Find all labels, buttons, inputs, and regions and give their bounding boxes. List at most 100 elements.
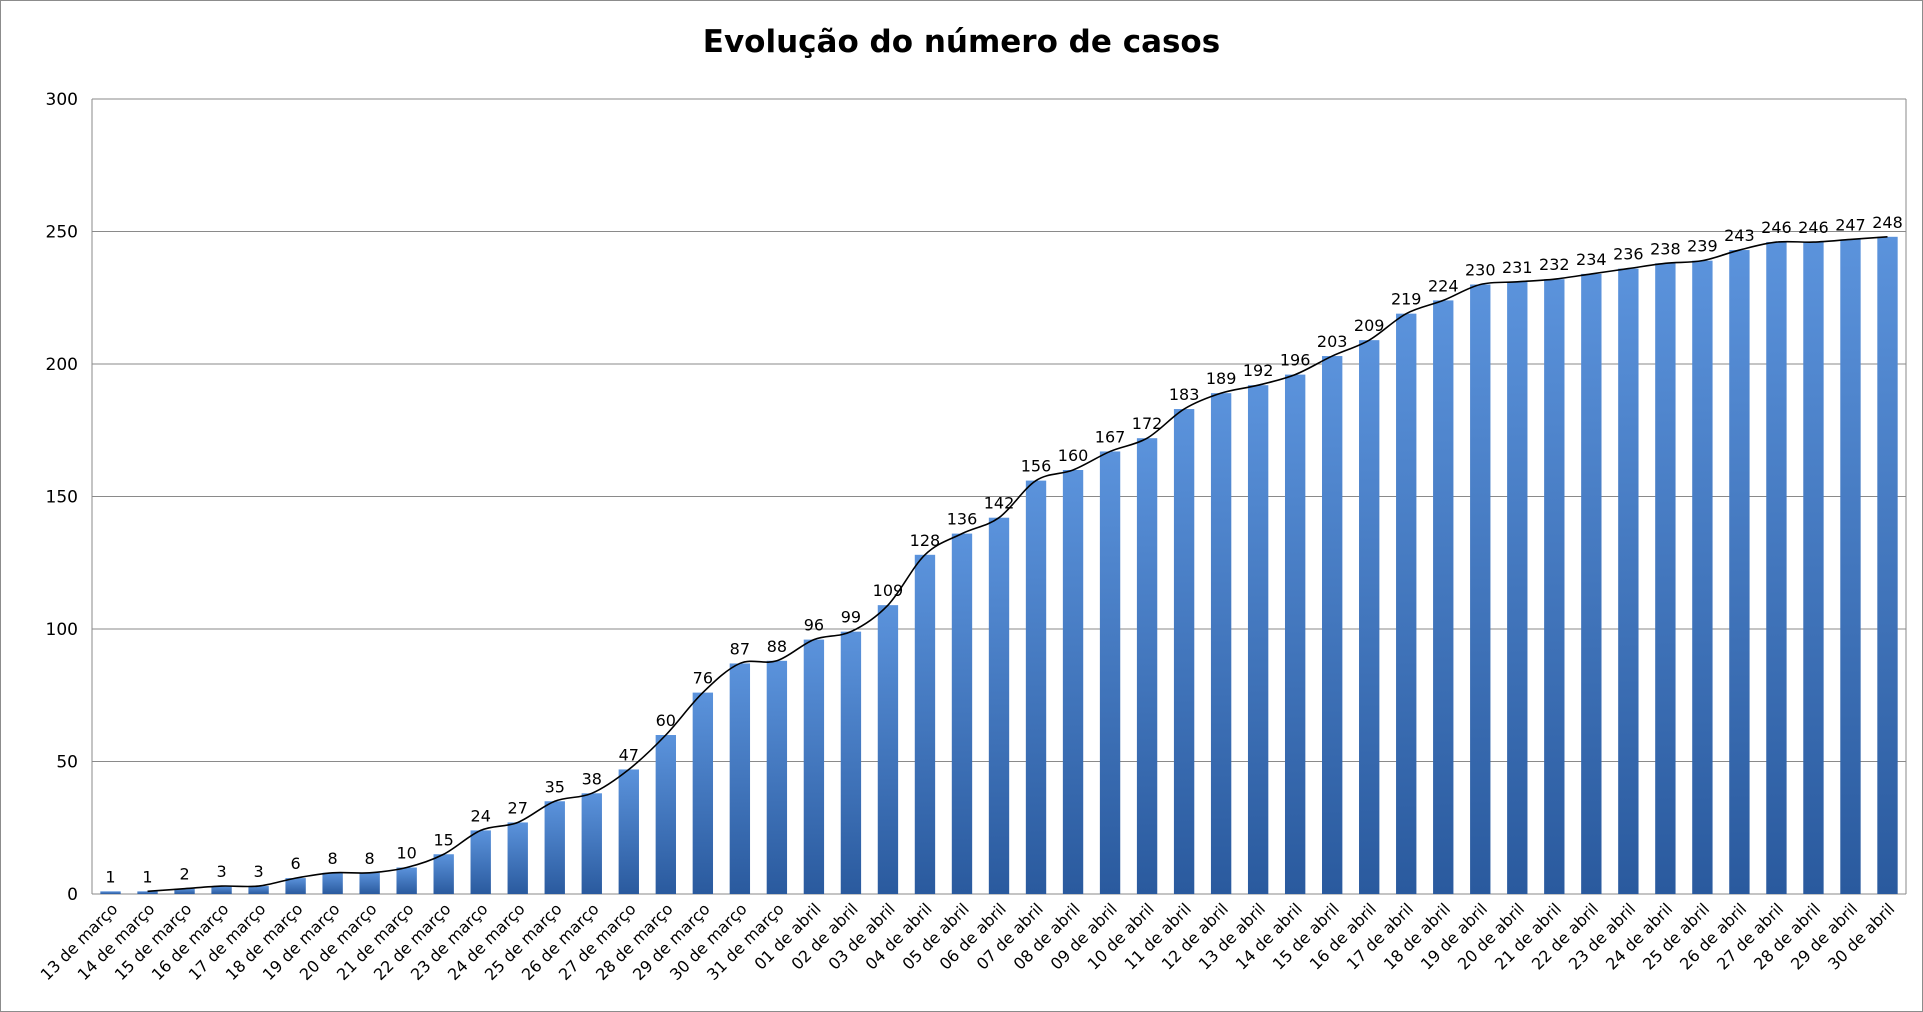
bar xyxy=(1729,250,1750,895)
bar xyxy=(1173,409,1195,894)
trend-line xyxy=(147,236,1888,893)
bar xyxy=(100,891,121,894)
data-label: 1 xyxy=(142,867,152,886)
bar xyxy=(470,830,491,894)
data-label: 38 xyxy=(582,769,602,788)
y-tick-label: 50 xyxy=(56,753,78,773)
chart-title: Evolução do número de casos xyxy=(702,24,1221,60)
bar xyxy=(1507,281,1528,895)
data-label: 156 xyxy=(1021,457,1052,476)
bar xyxy=(1284,374,1306,895)
bar xyxy=(137,891,158,894)
trend-line-layer xyxy=(147,236,1888,893)
y-tick-label: 0 xyxy=(67,885,78,905)
bars xyxy=(100,236,1898,895)
bar xyxy=(1433,300,1454,894)
bar xyxy=(1210,393,1232,894)
data-label: 234 xyxy=(1576,250,1607,269)
data-label: 230 xyxy=(1465,261,1496,280)
data-label: 60 xyxy=(656,711,676,730)
bar xyxy=(1062,470,1084,894)
data-label: 8 xyxy=(328,849,338,868)
data-label: 239 xyxy=(1687,237,1718,256)
data-label: 128 xyxy=(910,531,941,550)
bar xyxy=(174,888,195,894)
y-axis-ticks: 0 50 100 150 200 250 300 xyxy=(46,90,78,905)
bar xyxy=(1618,268,1639,895)
data-label: 109 xyxy=(873,581,904,600)
bar xyxy=(544,801,565,894)
data-label: 142 xyxy=(984,494,1015,513)
data-label: 236 xyxy=(1613,245,1644,264)
bar xyxy=(433,854,454,894)
data-label: 3 xyxy=(253,862,263,881)
data-label: 167 xyxy=(1095,427,1126,446)
data-label: 224 xyxy=(1428,276,1459,295)
bar xyxy=(692,692,714,894)
bar xyxy=(914,554,936,894)
data-label: 2 xyxy=(179,865,189,884)
data-label: 203 xyxy=(1317,332,1348,351)
data-label: 35 xyxy=(545,777,565,796)
y-tick-label: 200 xyxy=(46,355,78,375)
bar xyxy=(840,631,862,894)
bar xyxy=(988,517,1010,894)
data-label: 238 xyxy=(1650,239,1681,258)
bar xyxy=(1396,313,1417,894)
bar xyxy=(211,886,232,894)
data-label: 88 xyxy=(767,637,787,656)
data-label: 160 xyxy=(1058,446,1089,465)
data-label: 231 xyxy=(1502,258,1533,277)
data-label: 6 xyxy=(291,854,301,873)
bar xyxy=(1692,260,1713,894)
data-label: 219 xyxy=(1391,290,1422,309)
bar xyxy=(396,867,417,894)
data-label: 15 xyxy=(434,830,454,849)
data-label: 24 xyxy=(471,806,491,825)
bar xyxy=(1544,279,1565,894)
data-label: 8 xyxy=(365,849,375,868)
bar xyxy=(803,639,825,894)
bar xyxy=(507,822,528,894)
data-label: 3 xyxy=(216,862,226,881)
data-label: 1 xyxy=(105,867,115,886)
data-label: 99 xyxy=(841,608,861,627)
bar xyxy=(1136,438,1158,894)
bar xyxy=(618,769,639,894)
data-label: 87 xyxy=(730,639,750,658)
bar xyxy=(1247,385,1269,894)
bar xyxy=(1840,239,1861,894)
data-label: 10 xyxy=(396,844,416,863)
bar xyxy=(1766,242,1787,895)
data-label: 248 xyxy=(1872,213,1903,232)
bar xyxy=(1359,340,1380,894)
bar xyxy=(877,605,899,894)
bar xyxy=(951,533,973,894)
data-label: 76 xyxy=(693,669,713,688)
data-label: 243 xyxy=(1724,226,1755,245)
y-tick-label: 300 xyxy=(46,90,78,110)
data-label: 246 xyxy=(1761,218,1792,237)
data-label: 27 xyxy=(508,798,528,817)
data-label: 209 xyxy=(1354,316,1385,335)
y-tick-label: 150 xyxy=(46,488,78,508)
bar xyxy=(1655,263,1676,894)
data-label: 232 xyxy=(1539,255,1570,274)
bar xyxy=(1803,242,1824,895)
data-label: 247 xyxy=(1835,215,1866,234)
bar xyxy=(1099,451,1121,894)
data-label: 189 xyxy=(1206,369,1237,388)
bar xyxy=(248,886,269,894)
data-label: 246 xyxy=(1798,218,1829,237)
data-label: 183 xyxy=(1169,385,1200,404)
bar xyxy=(285,878,306,894)
bar xyxy=(655,735,676,894)
bar xyxy=(1877,236,1898,895)
data-label: 96 xyxy=(804,616,824,635)
data-label: 136 xyxy=(947,510,978,529)
bar xyxy=(581,793,602,894)
bar xyxy=(766,660,788,894)
